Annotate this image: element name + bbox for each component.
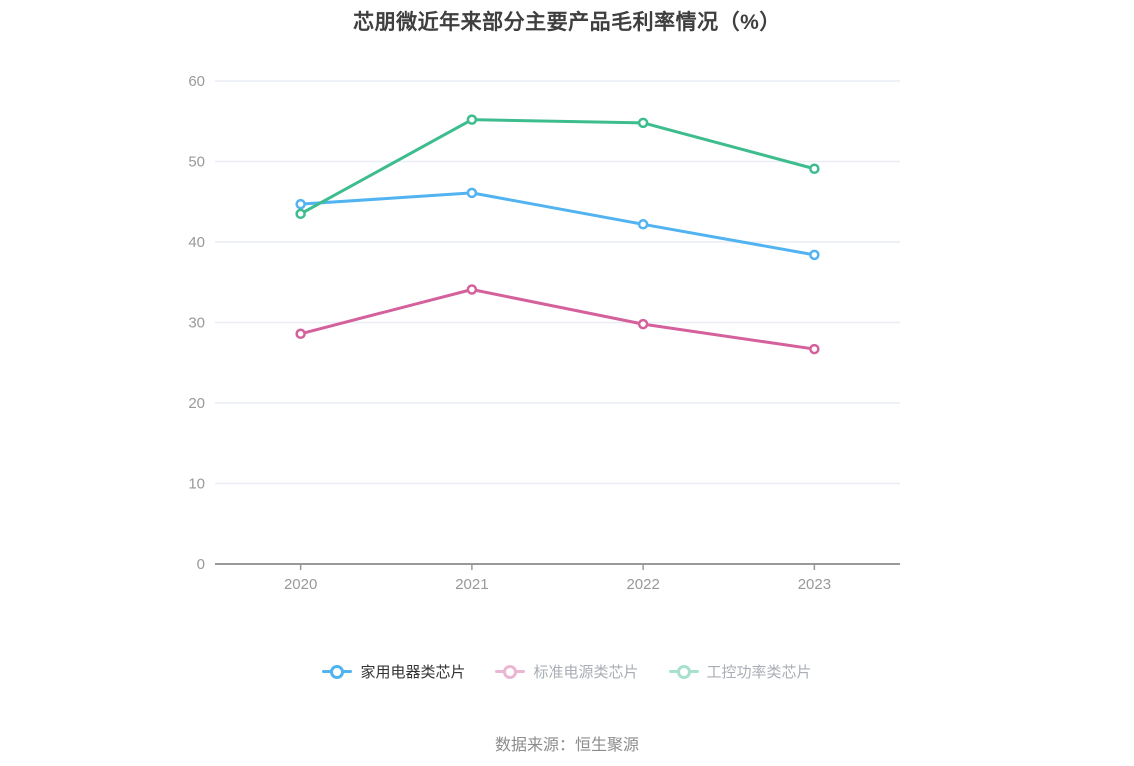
series-line-工控功率类芯片 xyxy=(299,118,816,216)
legend-label: 家用电器类芯片 xyxy=(360,664,466,681)
data-point-家用电器类芯片-2020[interactable] xyxy=(295,198,306,210)
y-axis-tick-label: 10 xyxy=(188,476,205,493)
y-axis-tick-label: 30 xyxy=(188,315,205,332)
legend-line-circle-icon xyxy=(322,664,353,679)
y-axis-tick-label: 60 xyxy=(188,73,205,90)
data-point-工控功率类芯片-2023[interactable] xyxy=(809,163,820,174)
x-axis-tick-label: 2022 xyxy=(626,576,659,593)
data-point-家用电器类芯片-2022[interactable] xyxy=(637,219,649,230)
data-point-标准电源类芯片-2022[interactable] xyxy=(637,318,649,330)
legend-label: 工控功率类芯片 xyxy=(706,664,812,681)
legend-item-家用电器类芯片[interactable]: 家用电器类芯片 xyxy=(322,661,465,682)
legend-label: 标准电源类芯片 xyxy=(533,664,639,681)
data-point-家用电器类芯片-2023[interactable] xyxy=(809,249,820,261)
data-point-家用电器类芯片-2021[interactable] xyxy=(466,187,478,199)
y-axis-tick-label: 20 xyxy=(188,395,205,412)
data-point-标准电源类芯片-2021[interactable] xyxy=(466,284,478,295)
legend-line-circle-icon xyxy=(668,664,699,679)
data-source-note: 数据来源：恒生聚源 xyxy=(494,737,639,754)
legend-item-工控功率类芯片[interactable]: 工控功率类芯片 xyxy=(668,661,812,682)
data-point-工控功率类芯片-2020[interactable] xyxy=(295,208,306,220)
data-point-工控功率类芯片-2021[interactable] xyxy=(466,114,478,125)
data-point-标准电源类芯片-2023[interactable] xyxy=(809,343,820,355)
chart-title: 芯朋微近年来部分主要产品毛利率情况（%） xyxy=(353,11,781,34)
y-axis-tick-label: 50 xyxy=(188,154,205,171)
x-axis-tick-label: 2020 xyxy=(284,576,317,593)
chart-legend: 家用电器类芯片 标准电源类芯片 工控功率类芯片 xyxy=(0,661,1134,682)
x-axis-tick-label: 2023 xyxy=(798,576,831,593)
series-line-家用电器类芯片 xyxy=(299,191,816,257)
legend-item-标准电源类芯片[interactable]: 标准电源类芯片 xyxy=(495,661,639,682)
data-point-工控功率类芯片-2022[interactable] xyxy=(637,117,649,129)
x-axis-tick-label: 2021 xyxy=(455,576,488,593)
legend-line-circle-icon xyxy=(495,664,526,679)
y-axis-tick-label: 40 xyxy=(188,234,205,251)
y-axis-tick-label: 0 xyxy=(197,556,205,573)
data-point-标准电源类芯片-2020[interactable] xyxy=(295,328,306,340)
series-line-标准电源类芯片 xyxy=(299,287,816,351)
